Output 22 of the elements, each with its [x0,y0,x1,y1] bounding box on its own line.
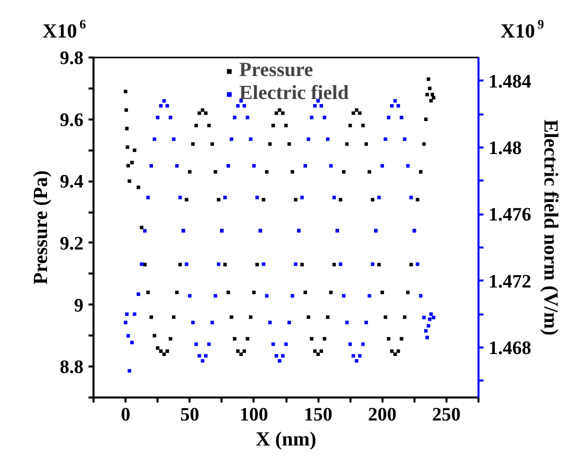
y-tick-label: 9.4 [60,172,84,193]
y-tick-label: 9 [74,295,84,316]
y-tick-label: 9.2 [60,233,84,254]
legend-label: Pressure [239,59,313,82]
y-tick-label: 8.8 [60,357,84,378]
x-tick-label: 250 [432,404,461,426]
y-axis-title: Pressure (Pa) [30,170,52,285]
y-tick-label: 9.8 [60,48,84,69]
x-tick-label: 0 [120,404,130,426]
y2-tick-label: 1.472 [488,271,532,292]
x-tick-label: 100 [240,404,268,426]
y2-tick-label: 1.484 [488,71,532,92]
y2-tick-label: 1.476 [488,204,532,226]
y-tick-label: 9.6 [60,110,84,131]
y2-tick-label: 1.48 [488,138,522,159]
x-tick-label: 150 [304,404,332,426]
x-tick-label: 50 [180,404,200,426]
x-axis-title: X (nm) [256,428,316,450]
legend-label: Electric field [239,82,349,105]
y2-tick-label: 1.468 [488,338,532,359]
x-tick-label: 200 [368,404,396,426]
y2-axis-title: Electric field norm (V/m) [539,119,562,336]
